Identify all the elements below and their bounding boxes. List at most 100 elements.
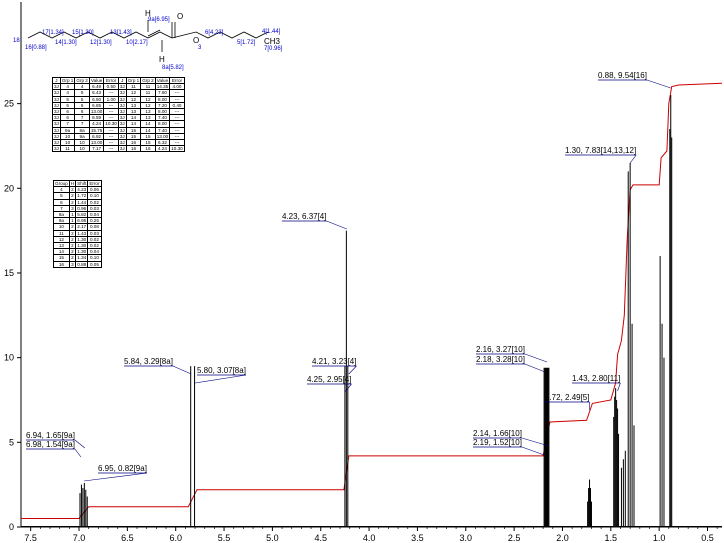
peak-label-leader <box>348 365 357 375</box>
x-tick-label: 7.0 <box>73 533 86 543</box>
peak-label-leader <box>524 353 548 363</box>
coupling-table-body: 3J 4 4 6.49 0.50 3J 11 11 14.35 4.00 3J 4 5 6.43 --- 3J… <box>52 83 185 153</box>
table-row: 3J 10 10 13.00 --- 3J 16 15 6.32 --- <box>52 139 185 147</box>
table-cell: 3J <box>117 114 127 122</box>
x-tick-label: 0.5 <box>701 533 714 543</box>
table-cell: 0.02 <box>87 242 102 250</box>
table-row: 5 2 1.72 0.10 <box>53 192 102 200</box>
peak-label: 6.95, 0.82[9a] <box>98 464 147 473</box>
table-cell: 8.00 <box>154 95 171 103</box>
table-cell: 8.00 <box>154 120 171 128</box>
peak-label-leader <box>646 79 671 89</box>
peak-label: 1.72, 2.49[5] <box>545 393 589 402</box>
table-cell: 0.05 <box>87 260 102 268</box>
table-row: 3J 6 6 13.00 --- 3J 13 13 8.00 --- <box>52 107 185 116</box>
x-tick-label: 4.0 <box>363 533 376 543</box>
table-cell: 2 <box>68 242 77 250</box>
table-row: 3J 5 5 6.50 1.00 3J 12 12 8.00 --- <box>52 95 185 103</box>
table-cell: 14.35 <box>154 83 171 91</box>
x-tick-label: 2.5 <box>508 533 521 543</box>
table-cell: 3J <box>117 83 127 91</box>
table-cell: 2 <box>68 186 77 194</box>
table-cell: 3J <box>52 132 61 141</box>
table-cell: 0.03 <box>87 229 102 237</box>
mol-atom: O <box>193 36 199 45</box>
table-row: 3J 11 10 7.17 --- 3J 16 16 4.24 10.30 <box>52 145 185 153</box>
table-cell: 13.00 <box>154 132 171 141</box>
coupling-table-header: J Grp 1 Grp 2 Value Error J Grp 1 Grp 2 Value Err… <box>52 76 185 85</box>
table-header-cell: Grp 1 <box>125 76 142 85</box>
y-tick-label: 25 <box>4 99 14 109</box>
peak-label: 2.16, 3.27[10] <box>476 345 525 354</box>
table-cell: 3J <box>52 83 61 91</box>
table-row: 10 2 2.17 0.08 <box>53 223 102 231</box>
table-cell: 16 <box>53 260 70 268</box>
x-tick-label: 6.5 <box>121 533 134 543</box>
table-cell: 2 <box>68 248 77 256</box>
table-cell: --- <box>169 107 185 116</box>
peak-label-leader <box>524 363 546 373</box>
table-cell: 1.30 <box>75 248 89 256</box>
mol-label: 14[1.30] <box>55 40 77 46</box>
mol-label: 4[1.44] <box>262 29 281 35</box>
table-cell: 13.00 <box>88 107 105 116</box>
peak-label-leader <box>194 374 246 384</box>
annotation-layer: 6.94, 1.65[9a]6.98, 1.54[9a] 6.95, 0.82[9… <box>26 71 671 482</box>
table-cell: 1.43 <box>75 229 89 237</box>
table-header-cell: Value <box>88 76 105 85</box>
peak-label: 2.19, 1.52[10] <box>473 438 522 447</box>
mol-label: 17[1.34] <box>42 30 64 36</box>
table-cell: 3 <box>68 260 77 268</box>
table-cell: 11 <box>59 145 76 153</box>
peak-label: 4.23, 6.37[4] <box>282 212 326 221</box>
table-cell: 0.10 <box>87 192 102 200</box>
mol-atom: H <box>159 55 165 64</box>
table-header-cell: J <box>117 76 127 85</box>
molecule-ester-chain <box>171 31 269 39</box>
mol-label: 5[1.72] <box>237 40 256 46</box>
table-cell: 1 <box>68 217 77 225</box>
table-cell: --- <box>169 139 185 147</box>
peak-label: 1.43, 2.80[11] <box>572 374 620 383</box>
table-cell: 3J <box>52 95 61 103</box>
table-cell: 1.72 <box>75 192 89 200</box>
table-row: 7 3 0.96 0.03 <box>53 204 102 213</box>
molecule-chain-bond <box>27 31 173 39</box>
table-cell: 3J <box>52 145 61 153</box>
table-cell: 13.00 <box>88 139 105 147</box>
table-cell: --- <box>169 95 185 103</box>
x-tick-label: 4.5 <box>314 533 327 543</box>
table-cell: 0.02 <box>87 235 102 244</box>
mol-label: 7[0.96] <box>264 46 283 52</box>
table-cell: 2 <box>68 229 77 237</box>
table-cell: 14 <box>125 114 142 122</box>
y-tick-label: 15 <box>4 268 14 278</box>
table-header-cell: Value <box>154 76 171 85</box>
table-cell: 0.25 <box>87 217 102 225</box>
table-cell: 3J <box>52 101 61 110</box>
table-cell: 5.82 <box>75 210 89 219</box>
table-cell: 12 <box>140 95 156 103</box>
table-cell: 13 <box>140 107 156 116</box>
table-cell: 2 <box>68 235 77 244</box>
peak-label-leader <box>74 448 82 458</box>
peak-label: 6.94, 1.65[9a] <box>26 431 75 440</box>
peak-label: 0.88, 9.54[16] <box>598 71 647 80</box>
table-cell: 1.34 <box>75 254 89 262</box>
table-row: 3J 6 7 6.59 --- 3J 14 13 7.40 --- <box>52 114 185 122</box>
table-row: 15 2 1.34 0.10 <box>53 254 102 262</box>
molecule-double-bond <box>147 29 161 37</box>
table-cell: 13 <box>140 114 156 122</box>
table-cell: 3J <box>52 89 61 97</box>
table-cell: 3J <box>117 120 127 128</box>
x-tick-label: 3.0 <box>460 533 473 543</box>
table-header-cell: H <box>68 179 77 188</box>
table-cell: 0.04 <box>87 210 102 219</box>
table-header-cell: J <box>52 76 61 85</box>
table-cell: 2.17 <box>75 223 89 231</box>
table-row: 9a 1 6.95 0.25 <box>53 217 102 225</box>
peak-label-leader <box>326 220 347 230</box>
y-tick-label: 20 <box>4 183 14 193</box>
table-header-cell: Shift <box>75 179 89 188</box>
table-row: 3J 7 7 4.24 10.30 3J 14 14 8.00 --- <box>52 120 185 128</box>
